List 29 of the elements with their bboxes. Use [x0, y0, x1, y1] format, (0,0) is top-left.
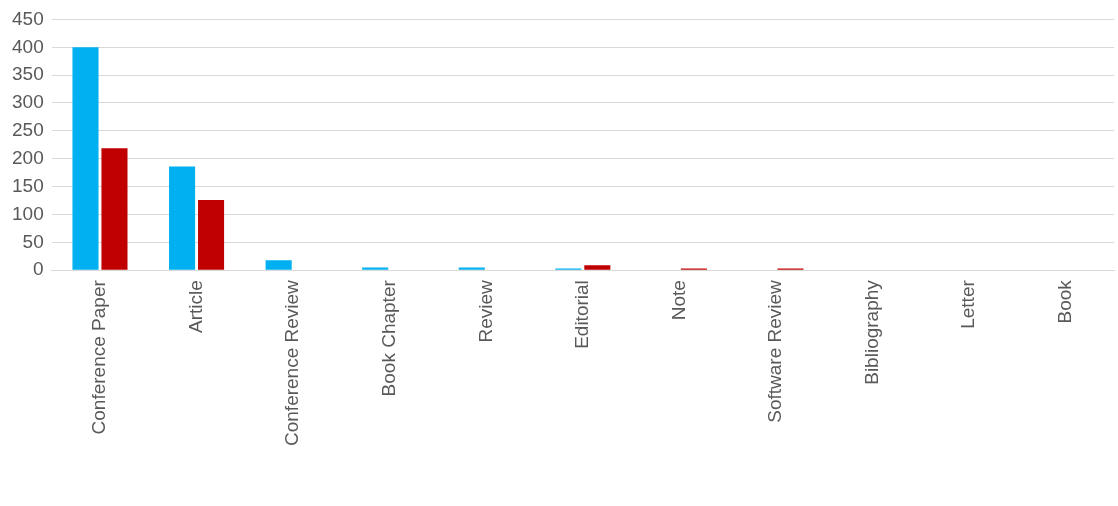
y-tick-label: 150	[12, 174, 44, 196]
y-tick-label: 200	[12, 146, 44, 168]
x-tick-label: Software Review	[764, 279, 786, 423]
y-tick-label: 300	[12, 91, 44, 113]
x-tick-label: Article	[184, 280, 206, 333]
x-tick-label: Letter	[957, 279, 979, 329]
x-tick-label: Review	[474, 279, 496, 343]
bar	[101, 148, 128, 270]
y-tick-label: 350	[12, 63, 44, 85]
x-tick-label: Conference Paper	[88, 279, 110, 435]
bar	[169, 166, 196, 270]
bar	[198, 199, 225, 270]
y-tick-label: 0	[33, 258, 44, 280]
bar	[458, 267, 485, 270]
bar	[362, 267, 389, 270]
x-tick-label: Editorial	[571, 280, 593, 349]
y-tick-label: 100	[12, 202, 44, 224]
x-tick-label: Bibliography	[860, 279, 882, 385]
x-tick-label: Conference Review	[281, 279, 303, 447]
x-tick-label: Note	[667, 280, 689, 321]
y-tick-label: 450	[12, 7, 44, 29]
x-tick-label: Book	[1053, 279, 1075, 324]
bar	[265, 260, 292, 270]
bar	[72, 47, 99, 270]
bar	[584, 265, 611, 270]
x-tick-label: Book Chapter	[377, 279, 399, 397]
y-tick-label: 50	[22, 230, 44, 252]
y-tick-label: 250	[12, 119, 44, 141]
y-tick-label: 400	[12, 35, 44, 57]
